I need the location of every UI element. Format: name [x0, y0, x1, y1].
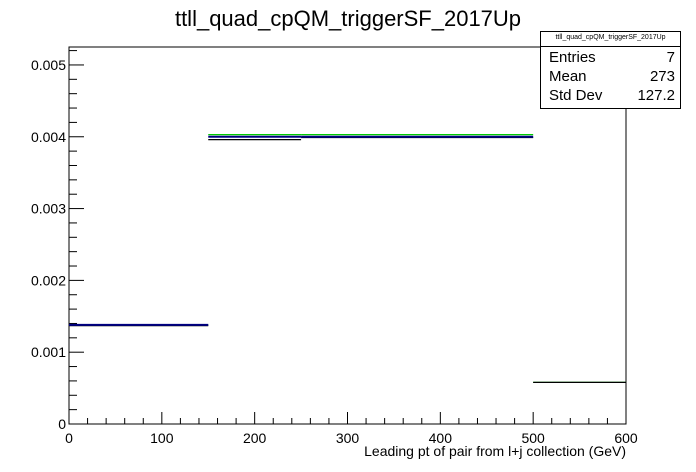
y-axis: 0 0.001 0.002 0.003 0.004 0.005 [31, 50, 84, 432]
stats-label: Std Dev [549, 87, 603, 104]
x-tick-label: 600 [614, 430, 638, 446]
histogram-series [69, 134, 626, 383]
y-tick-label: 0.003 [31, 201, 66, 217]
x-tick-label: 0 [65, 430, 73, 446]
stats-box: ttll_quad_cpQM_triggerSF_2017Up Entries … [540, 31, 681, 109]
x-tick-label: 200 [243, 430, 267, 446]
stats-row-entries: Entries 7 [541, 49, 680, 70]
y-tick-label: 0.002 [31, 272, 66, 288]
stats-value: 7 [666, 49, 675, 66]
y-tick-label: 0.001 [31, 344, 66, 360]
series-2 [69, 136, 626, 383]
x-tick-label: 400 [429, 430, 453, 446]
y-tick-label: 0.004 [31, 129, 66, 145]
stats-value: 127.2 [637, 87, 675, 104]
stats-row-mean: Mean 273 [541, 68, 680, 89]
stats-label: Mean [549, 68, 587, 85]
stats-label: Entries [549, 49, 596, 66]
stats-box-divider [541, 46, 680, 47]
x-tick-label: 300 [336, 430, 360, 446]
chart-title: ttll_quad_cpQM_triggerSF_2017Up [175, 6, 521, 31]
x-axis-label: Leading pt of pair from l+j collection (… [364, 443, 626, 459]
series-1 [69, 134, 626, 383]
series-3 [69, 135, 534, 326]
y-tick-label: 0.005 [31, 57, 66, 73]
x-axis: 0 100 200 300 400 500 600 [65, 412, 638, 446]
stats-row-std-dev: Std Dev 127.2 [541, 87, 680, 108]
x-tick-label: 500 [521, 430, 545, 446]
stats-value: 273 [649, 68, 675, 85]
x-tick-label: 100 [150, 430, 174, 446]
y-tick-label: 0 [58, 416, 66, 432]
stats-box-title: ttll_quad_cpQM_triggerSF_2017Up [555, 34, 666, 41]
